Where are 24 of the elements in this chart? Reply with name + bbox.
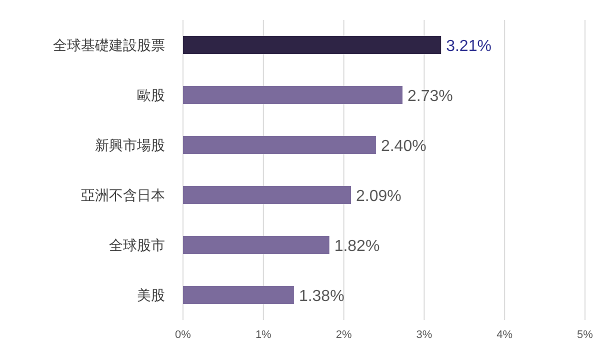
- y-tick-label: 新興市場股: [95, 137, 165, 153]
- y-tick-label: 全球基礎建設股票: [53, 37, 165, 53]
- data-label: 1.82%: [334, 238, 380, 255]
- bar: [183, 236, 330, 254]
- y-tick-label: 全球股市: [109, 237, 165, 253]
- x-tick-label: 2%: [336, 329, 352, 341]
- bar: [183, 286, 294, 304]
- data-label: 2.09%: [356, 188, 402, 205]
- y-tick-label: 美股: [137, 287, 165, 303]
- x-tick-label: 0%: [175, 329, 192, 341]
- y-tick-label: 歐股: [137, 87, 165, 103]
- data-label: 2.73%: [407, 88, 453, 105]
- data-label: 1.38%: [298, 288, 344, 305]
- x-tick-label: 1%: [255, 329, 272, 341]
- y-tick-label: 亞洲不含日本: [81, 187, 165, 203]
- x-tick-label: 4%: [496, 329, 513, 341]
- bar: [183, 36, 442, 54]
- x-tick-label: 5%: [577, 329, 594, 341]
- bar: [183, 186, 352, 204]
- bar: [183, 136, 376, 154]
- data-label: 2.40%: [380, 138, 426, 155]
- bar: [183, 86, 402, 104]
- data-label: 3.21%: [446, 38, 492, 55]
- x-tick-label: 3%: [416, 329, 432, 341]
